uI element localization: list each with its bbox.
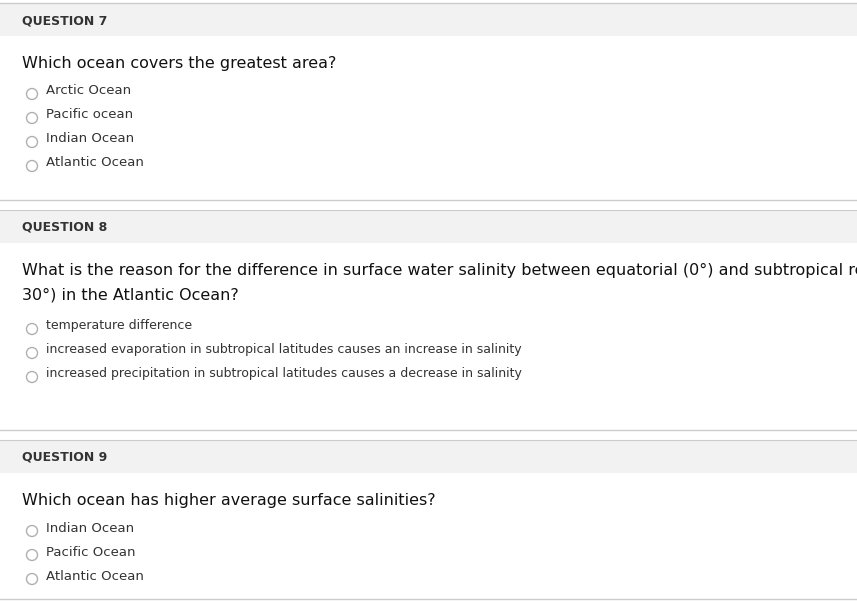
Text: Atlantic Ocean: Atlantic Ocean [46,156,144,169]
Text: Which ocean has higher average surface salinities?: Which ocean has higher average surface s… [22,493,435,508]
Text: QUESTION 9: QUESTION 9 [22,451,107,464]
Text: Pacific ocean: Pacific ocean [46,109,133,121]
FancyBboxPatch shape [0,3,857,36]
Text: increased evaporation in subtropical latitudes causes an increase in salinity: increased evaporation in subtropical lat… [46,344,522,356]
FancyBboxPatch shape [0,440,857,473]
Text: QUESTION 7: QUESTION 7 [22,14,107,27]
Text: Pacific Ocean: Pacific Ocean [46,546,135,558]
Text: Indian Ocean: Indian Ocean [46,522,135,534]
Text: What is the reason for the difference in surface water salinity between equatori: What is the reason for the difference in… [22,263,857,278]
FancyBboxPatch shape [0,210,857,243]
Text: QUESTION 8: QUESTION 8 [22,221,107,234]
Text: Atlantic Ocean: Atlantic Ocean [46,570,144,582]
Text: 30°) in the Atlantic Ocean?: 30°) in the Atlantic Ocean? [22,288,239,303]
Text: Which ocean covers the greatest area?: Which ocean covers the greatest area? [22,56,337,71]
Text: temperature difference: temperature difference [46,320,192,332]
Text: increased precipitation in subtropical latitudes causes a decrease in salinity: increased precipitation in subtropical l… [46,367,522,380]
Text: Arctic Ocean: Arctic Ocean [46,85,131,97]
Text: Indian Ocean: Indian Ocean [46,132,135,145]
